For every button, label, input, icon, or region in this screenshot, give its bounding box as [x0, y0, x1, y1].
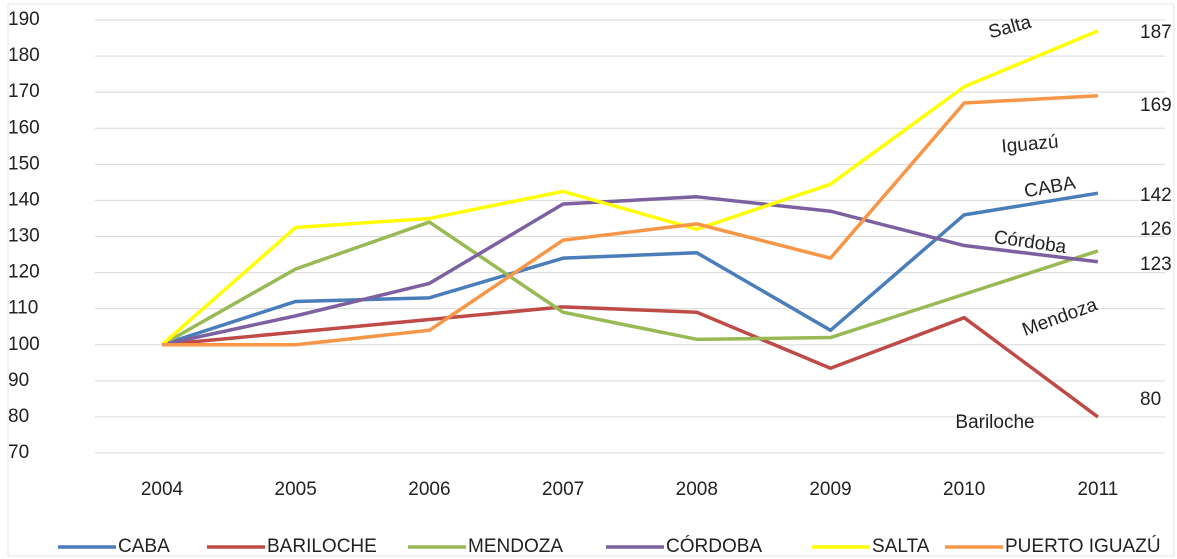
end-value-label: 126: [1140, 219, 1172, 240]
end-value-label: 169: [1140, 95, 1172, 116]
y-tick-label: 80: [8, 406, 29, 427]
annotation: Mendoza: [1020, 294, 1101, 341]
y-tick-label: 110: [8, 298, 38, 319]
y-tick-label: 90: [8, 370, 29, 391]
legend-label: PUERTO IGUAZÚ: [1005, 535, 1161, 557]
y-tick-label: 130: [8, 226, 40, 247]
series-line: [161, 191, 1099, 347]
end-value-label: 80: [1140, 389, 1161, 410]
series-line: [160, 29, 1099, 347]
end-value-label: 123: [1140, 254, 1172, 275]
y-tick-label: 140: [8, 189, 40, 210]
y-tick-label: 120: [8, 262, 40, 283]
y-tick-label: 150: [8, 153, 40, 174]
x-tick-label: 2007: [542, 479, 584, 500]
y-tick-label: 190: [8, 9, 40, 30]
legend-label: BARILOCHE: [267, 536, 377, 557]
y-tick-label: 100: [8, 334, 40, 355]
series-line: [162, 94, 1098, 347]
legend-label: CABA: [118, 536, 170, 557]
legend-label: SALTA: [872, 536, 930, 557]
y-tick-label: 160: [8, 117, 40, 138]
x-tick-label: 2006: [408, 479, 450, 500]
x-tick-label: 2004: [141, 479, 184, 500]
x-tick-label: 2008: [676, 479, 718, 500]
y-tick-label: 70: [8, 442, 29, 463]
y-tick-label: 180: [8, 45, 40, 66]
legend-label: CÓRDOBA: [666, 535, 762, 557]
end-value-label: 187: [1140, 22, 1172, 43]
y-tick-label: 170: [8, 81, 40, 102]
end-value-label: 142: [1140, 185, 1172, 206]
chart-frame: [7, 3, 1175, 557]
x-tick-label: 2011: [1077, 479, 1118, 500]
x-tick-label: 2009: [809, 479, 851, 500]
legend-label: MENDOZA: [468, 536, 563, 557]
series-line: [161, 220, 1099, 347]
series-line: [161, 305, 1099, 419]
annotation: Salta: [986, 12, 1034, 44]
x-tick-label: 2010: [943, 479, 985, 500]
x-tick-label: 2005: [275, 479, 317, 500]
annotation: Bariloche: [955, 412, 1034, 433]
annotation: Iguazú: [1001, 132, 1060, 158]
series-line: [161, 195, 1099, 347]
